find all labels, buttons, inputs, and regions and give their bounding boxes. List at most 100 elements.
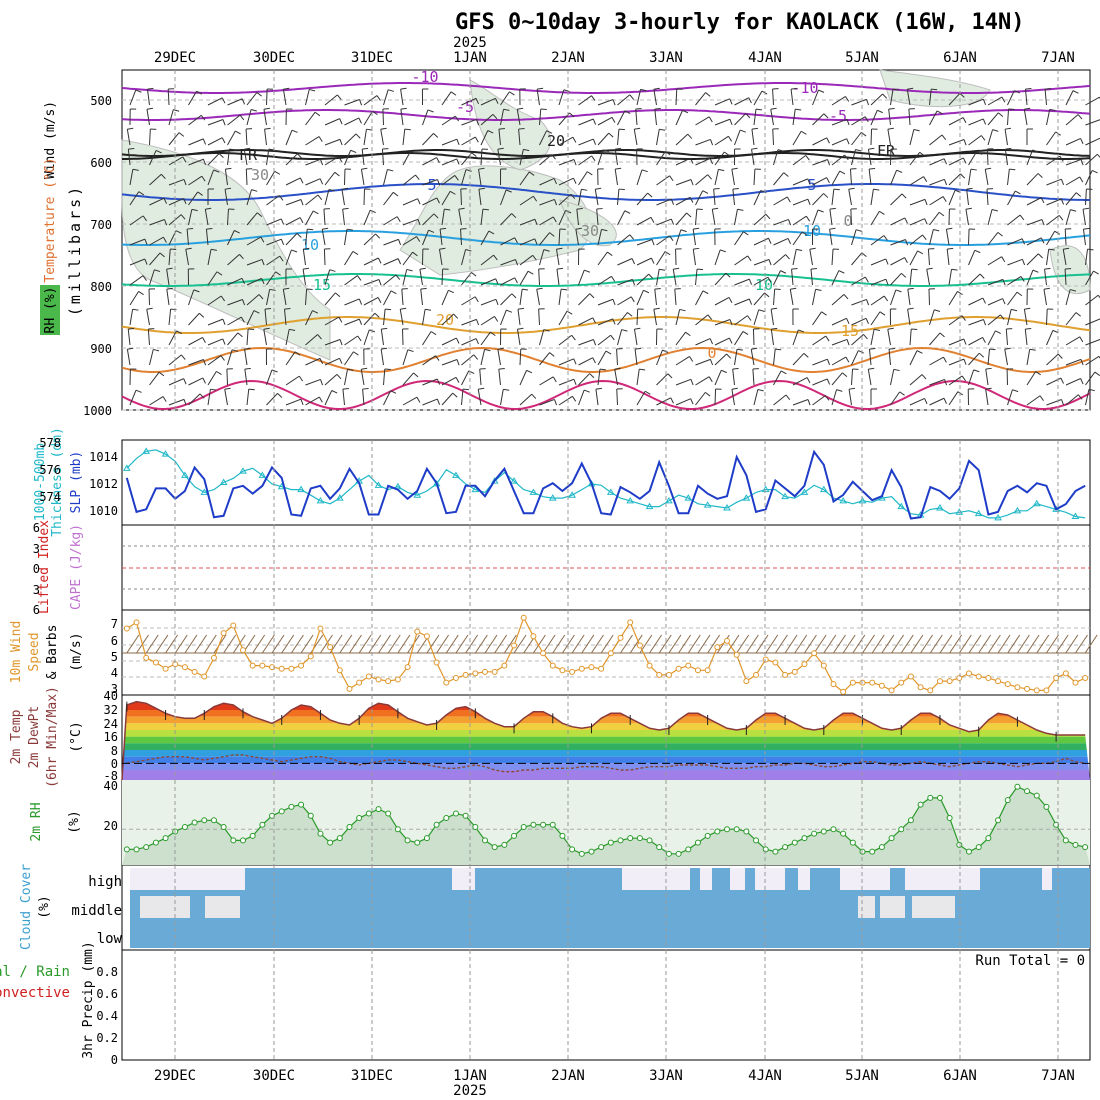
wind10-barb [552,634,566,654]
wind-barb [402,349,409,366]
wind10-barb [813,634,827,654]
rh-point [307,812,314,819]
wind-barb-flag [839,170,846,175]
wind10-point [869,679,876,686]
wind-barb-flag [921,374,927,380]
contour-label: 15 [313,276,331,294]
wind-barb-flag [138,291,144,296]
date-label-bottom: 6JAN [943,1068,977,1084]
wind-barb [695,290,704,306]
rh-point [975,844,982,851]
wind-barb [675,309,681,326]
wind-barb-flag [729,119,733,126]
wind-barb [402,372,414,386]
wind-barb-flag [392,191,399,197]
rh-point [665,850,672,857]
wind-barb [1065,336,1080,346]
wind-barb [539,329,545,346]
wind-barb [188,138,204,146]
wind-barb [207,338,224,346]
wind-barb-flag [780,370,787,375]
rh-point [452,810,459,817]
wind-barb [149,197,165,206]
cloud-high-gap [798,868,810,890]
wind-barb [812,395,826,406]
wind-barb-flag [509,91,515,96]
date-label-top: 5JAN [845,50,879,66]
wind-barb [227,130,236,146]
wind-barb-flag [693,227,700,230]
wind-barb [831,294,845,306]
thickness-point [239,467,247,474]
wind-barb [968,336,983,346]
wind-tick-5: 5 [111,650,118,664]
rh-point [985,835,992,842]
wind-barb [227,316,242,326]
wind-barb-flag [503,388,510,391]
wind-barb-flag [659,128,666,131]
wind-barb-flag [959,92,965,98]
wind-barb-flag [475,98,480,105]
wind-barb [929,89,932,106]
wind-barb [1065,176,1081,186]
wind10-barb [784,634,798,654]
wind10-barb [194,634,208,654]
wind-barb [188,289,195,306]
precip-run-total: Run Total = 0 [975,953,1085,969]
wind-barb-flag [175,230,182,234]
temp-band [122,756,1090,764]
wind10-barb [968,634,982,654]
wind10-barb [368,634,382,654]
wind-barb [734,231,744,246]
date-label-bottom: 3JAN [649,1068,683,1084]
wind-barb [578,155,592,166]
wind-barb [731,389,735,406]
rh-line [126,785,1086,855]
wind-barb [461,169,467,186]
temp-band [122,763,1090,770]
rh-point [220,823,227,830]
wind-barb [654,109,657,126]
cloud-level-middle: middle [71,903,122,919]
wind-barb [282,89,287,106]
wind10-barb [920,634,934,654]
wind-barb [578,317,593,326]
rh-point [482,837,488,844]
rh-point [1072,841,1079,848]
wind-barb [929,379,945,386]
wind-barb [1085,119,1100,126]
wind-barb-flag [342,207,349,210]
thickness-point [316,496,325,504]
wind10-barb [668,634,682,654]
wind10-point [598,665,605,672]
thickness-point [200,488,209,495]
wind-barb [324,138,341,146]
wind-barb-flag [511,213,517,219]
wind-barb-flag [693,247,700,250]
wind-barb [266,369,273,386]
rh-point [462,812,469,819]
wind-barb [227,114,241,126]
wind-barb-flag [805,215,811,222]
wind-barb-flag [355,133,361,139]
thickness-point [781,492,789,500]
wind-barb [695,138,711,146]
wind-barb [363,297,379,306]
wind10-barb [1084,634,1098,654]
wind10-barb [358,634,372,654]
wind-barb-flag [318,396,323,403]
wind-barb-flag [390,290,397,295]
wind10-point [694,667,701,674]
wind-barb-flag [885,258,889,265]
wind-barb-flag [573,358,577,365]
wind-barb [635,109,638,126]
wind10-barb [891,634,904,654]
wind-barb-flag [612,318,616,325]
wind-barb-flag [232,349,239,352]
wind-barb-flag [673,267,680,270]
wind-barb [674,289,677,306]
wind-barb [324,316,340,326]
wind-barb-flag [787,238,792,245]
thickness-point [645,502,654,510]
wind-barb-flag [1019,214,1025,221]
